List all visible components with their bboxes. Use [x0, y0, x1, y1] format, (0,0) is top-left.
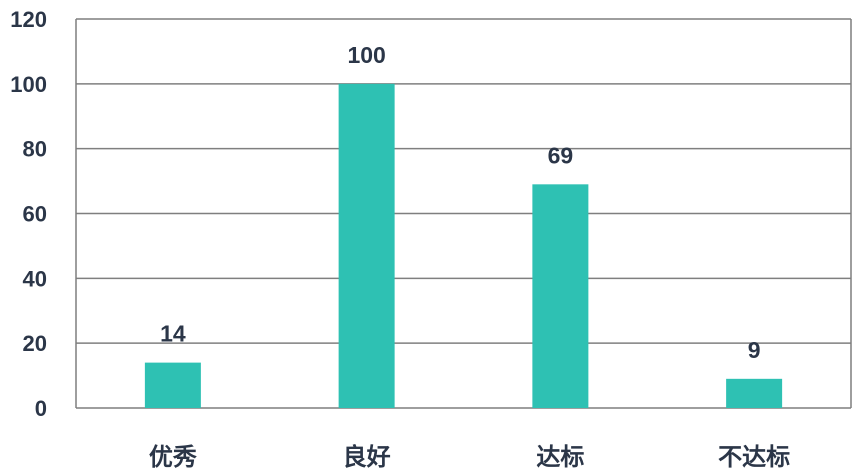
data-label: 9: [748, 337, 761, 363]
y-tick-label: 80: [23, 137, 47, 162]
bar-1: [144, 362, 201, 408]
data-label: 100: [347, 42, 385, 68]
bars: [144, 83, 783, 408]
bar-2: [338, 83, 395, 408]
y-tick-label: 40: [23, 266, 47, 291]
y-tick-label: 0: [35, 396, 47, 421]
bar-3: [532, 184, 589, 408]
data-label: 14: [160, 321, 186, 347]
data-label: 69: [548, 142, 574, 168]
y-tick-label: 20: [23, 331, 47, 356]
y-tick-label: 60: [23, 202, 47, 227]
category-label: 不达标: [718, 443, 790, 471]
data-labels: 14 100 69 9: [160, 42, 760, 363]
gridlines: [76, 18, 851, 409]
y-tick-label: 120: [10, 7, 47, 32]
x-axis-categories: 优秀 良好 达标 不达标: [149, 443, 790, 471]
category-label: 优秀: [149, 443, 197, 471]
plot-frame: [75, 19, 852, 408]
bar-4: [726, 378, 783, 408]
category-label: 达标: [536, 443, 584, 471]
category-label: 良好: [343, 443, 391, 471]
y-tick-label: 100: [10, 72, 47, 97]
y-axis-ticks: 0 20 40 60 80 100 120: [10, 7, 47, 421]
